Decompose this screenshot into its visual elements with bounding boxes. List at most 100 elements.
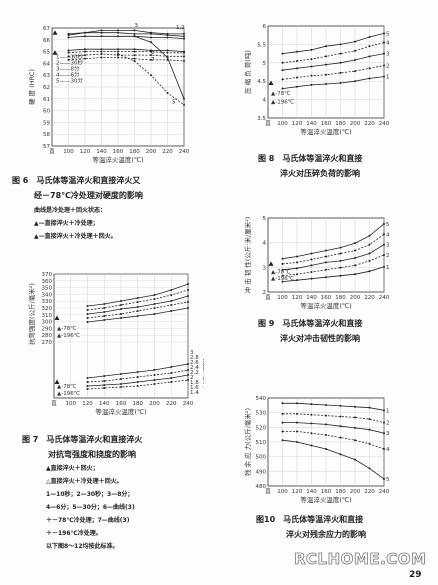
fig6-data-point xyxy=(133,35,136,38)
fig7-data-point xyxy=(86,388,89,390)
fig10-data-point xyxy=(339,425,342,428)
fig8-x-tick-label: 120 xyxy=(292,121,303,127)
fig9-data-point xyxy=(281,262,284,265)
fig7-data-point xyxy=(187,374,189,376)
fig7-data-point xyxy=(136,297,139,299)
fig7-data-point xyxy=(187,363,189,365)
fig7-data-point xyxy=(187,301,189,303)
fig9-curve-label: 2 xyxy=(386,253,390,259)
fig8-x-tick-label: 140 xyxy=(306,121,317,127)
fig6-y-tick-label: 63 xyxy=(43,73,50,79)
fig10-data-point xyxy=(354,426,356,429)
fig9-x-tick-label: 140 xyxy=(306,295,317,301)
fig9-x-tick-label: 240 xyxy=(379,295,390,301)
fig6-data-point xyxy=(100,29,103,32)
fig6-data-point xyxy=(67,36,70,39)
fig10-data-point xyxy=(339,404,342,407)
fig6-data-point xyxy=(84,54,86,57)
fig7-data-point xyxy=(153,379,156,381)
fig9-curve-label: 5 xyxy=(386,222,390,228)
fig7-data-point xyxy=(103,303,106,305)
fig6-y-tick-label: 67 xyxy=(43,26,50,32)
fig8-x-axis-label: 等温淬火温度(℃) xyxy=(300,127,351,136)
fig10-data-point xyxy=(354,439,356,442)
fig6-x-tick-label: 160 xyxy=(113,149,124,155)
fig6-data-point xyxy=(67,58,70,61)
fig10-x-tick-label: 160 xyxy=(321,489,332,495)
fig6-series-line xyxy=(68,51,184,54)
fig10-data-point xyxy=(310,444,313,447)
fig6-data-point xyxy=(150,74,152,77)
fig8-data-point xyxy=(281,61,284,64)
fig8-x-tick-label: 直 xyxy=(265,119,271,127)
fig6-data-point xyxy=(117,29,119,32)
fig6-data-point xyxy=(183,51,185,54)
figure-7: 直 100 120 140 160 180 200 220 240 370 360 350 340 330… xyxy=(14,268,204,424)
fig6-data-point xyxy=(133,60,136,63)
fig6-y-tick-label: 66 xyxy=(43,38,50,44)
fig9-data-point xyxy=(368,243,371,246)
fig8-data-point xyxy=(339,82,342,85)
fig7-x-axis-label: 等温淬火温度(℃) xyxy=(95,407,146,416)
fig10-data-point xyxy=(368,428,371,431)
fig9-data-point xyxy=(325,249,327,252)
fig6-data-point xyxy=(166,36,169,39)
fig9-marker-label: ▲-196℃ xyxy=(271,275,294,282)
fig10-data-point xyxy=(383,432,385,435)
fig6-x-axis-label: 等温淬火温度(℃) xyxy=(92,155,143,164)
fig7-data-point xyxy=(153,369,156,371)
figure-7-note-7: 以下图8～12均按此标准。 xyxy=(46,543,119,550)
figure-7-notes: ▲直接淬火＋回火； △直接淬火＋冷处理＋回火。 1—10秒；2—30秒；3—8分… xyxy=(46,462,206,553)
fig9-marker-label: ▲-78℃ xyxy=(271,269,290,276)
fig10-data-point xyxy=(296,430,298,433)
figure-7-caption-line-1: 马氏体等温淬火和直接淬火 xyxy=(46,435,143,444)
fig9-data-point xyxy=(339,274,342,277)
fig8-curve-label: 1 xyxy=(386,75,390,81)
fig10-x-tick-label: 直 xyxy=(265,487,271,495)
fig8-curve-label: 2 xyxy=(386,64,390,70)
fig6-data-point xyxy=(183,97,185,100)
fig7-y-tick-label-left: 330 xyxy=(42,299,53,305)
fig7-data-point xyxy=(187,283,189,285)
fig6-data-point xyxy=(100,35,103,38)
fig7-y-tick-label-right: 2.6 xyxy=(190,360,199,366)
fig10-data-point xyxy=(368,442,371,445)
fig9-data-point xyxy=(368,259,371,262)
fig7-y-axis-label-left: 抗弯强度(公斤/毫米²) xyxy=(27,283,36,345)
fig7-data-point xyxy=(187,379,189,381)
fig7-data-point xyxy=(153,374,156,376)
fig8-data-point xyxy=(325,82,327,85)
figure-9-caption: 图 9 马氏体等温淬火和直接 淬火对冲击韧性的影响 xyxy=(258,316,428,346)
fig10-data-point xyxy=(281,412,284,415)
fig9-data-point xyxy=(310,271,313,274)
fig8-data-point xyxy=(383,52,385,55)
fig8-data-point xyxy=(281,52,284,55)
fig10-data-point xyxy=(383,409,385,412)
fig9-data-point xyxy=(354,273,356,276)
fig10-data-point xyxy=(325,414,327,417)
fig6-curve-label: 5 xyxy=(172,100,176,106)
fig7-data-point xyxy=(86,321,89,323)
fig6-data-point xyxy=(133,57,136,60)
fig10-data-point xyxy=(310,413,313,416)
fig9-x-tick-label: 160 xyxy=(321,295,332,301)
fig10-data-point xyxy=(368,467,371,470)
fig9-data-point xyxy=(383,233,385,236)
fig8-x-tick-label: 220 xyxy=(364,121,375,127)
fig9-data-point xyxy=(354,256,356,259)
fig10-y-tick-label: 500 xyxy=(256,455,267,461)
fig8-data-point xyxy=(383,64,385,67)
fig8-triangle-marker xyxy=(268,80,274,86)
fig7-y-tick-label-left: 270 xyxy=(42,340,53,346)
fig10-data-point xyxy=(296,402,298,405)
fig7-data-point xyxy=(187,289,189,291)
fig10-data-point xyxy=(339,453,342,456)
fig7-data-point xyxy=(170,310,173,312)
fig6-legend-entry: 3——8分 xyxy=(56,65,80,73)
fig7-data-point xyxy=(153,303,156,305)
fig8-y-tick-label: 4 xyxy=(263,98,267,104)
fig6-data-point xyxy=(67,55,70,58)
fig9-data-point xyxy=(383,265,385,268)
fig7-data-point xyxy=(103,375,106,377)
fig6-y-tick-label: 60 xyxy=(43,109,50,115)
